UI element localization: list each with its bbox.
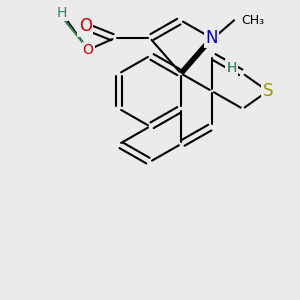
Text: N: N xyxy=(206,29,218,47)
Text: H: H xyxy=(56,6,67,20)
Text: O: O xyxy=(79,17,92,35)
Text: O: O xyxy=(83,43,94,57)
Text: H: H xyxy=(226,61,237,75)
Text: S: S xyxy=(262,82,273,100)
Text: H: H xyxy=(226,61,237,75)
Text: CH₃: CH₃ xyxy=(241,14,264,27)
